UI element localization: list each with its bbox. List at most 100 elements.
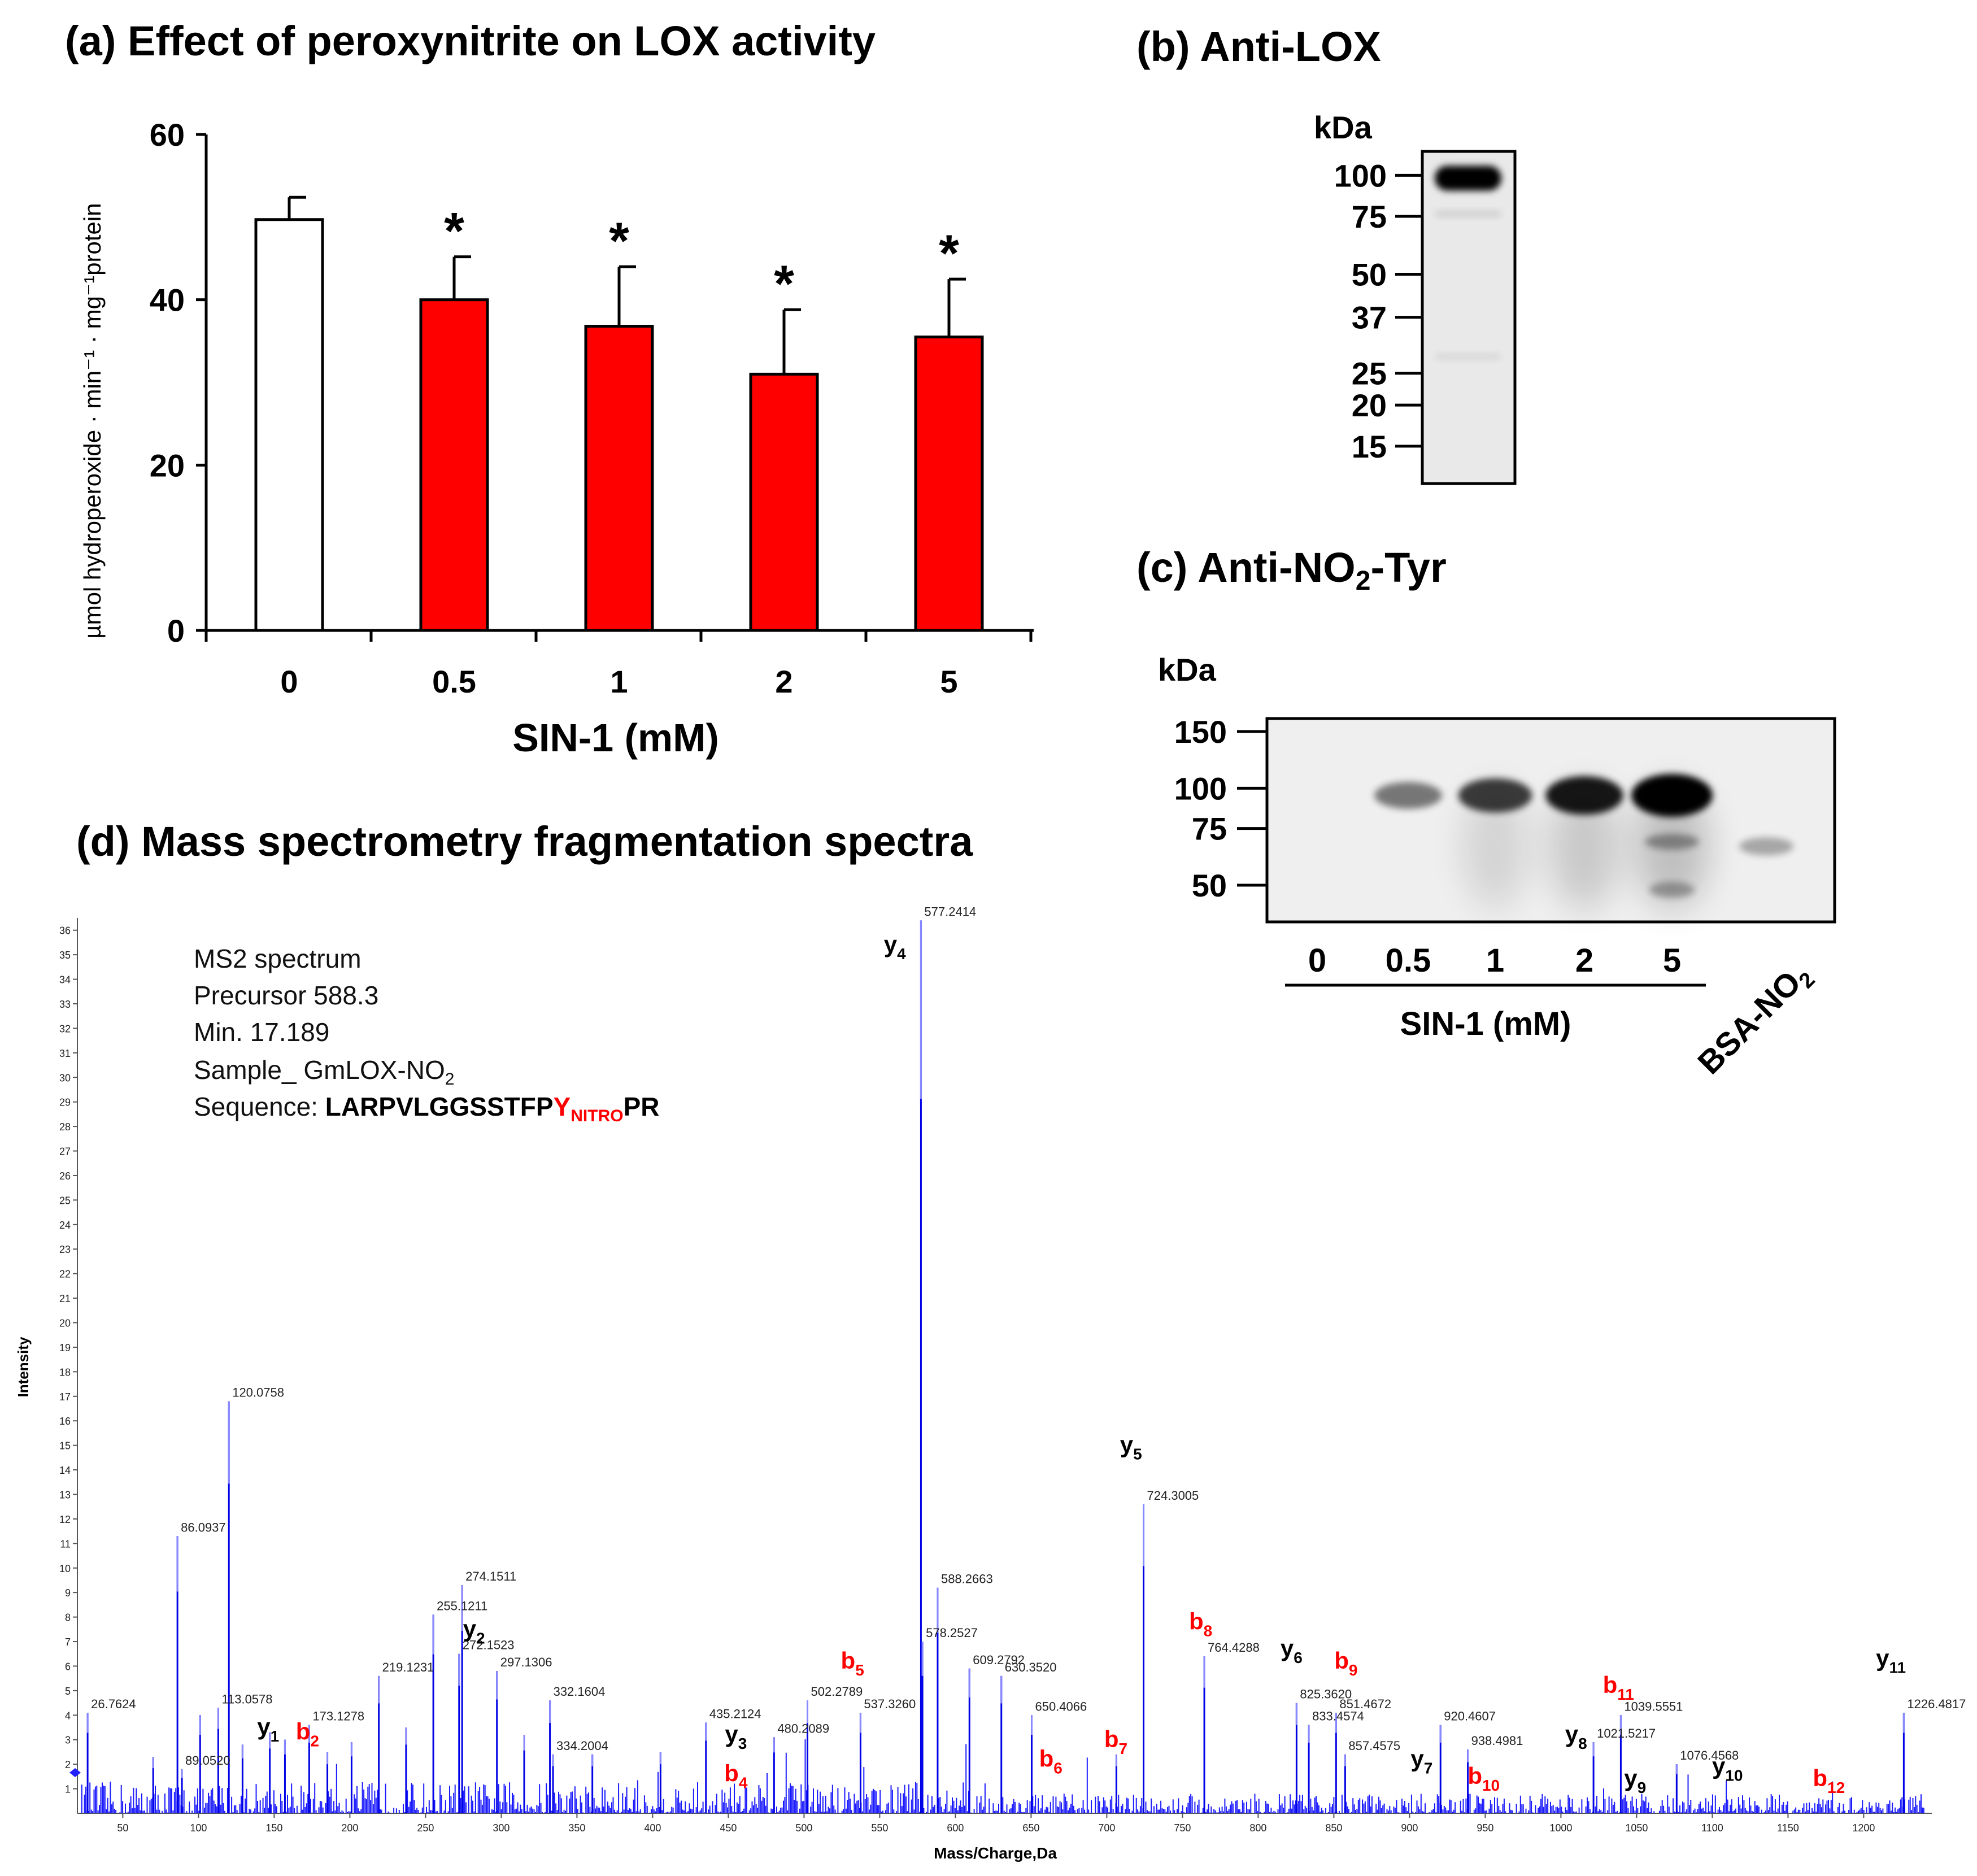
panel-d-xtick-label: 600 — [947, 1822, 964, 1834]
panel-d-ion-label: y7 — [1410, 1745, 1432, 1777]
panel-d-xtick-label: 300 — [493, 1822, 510, 1834]
panel-d-ytick-label: 29 — [59, 1097, 71, 1108]
panel-d-ytick-label: 1 — [65, 1784, 71, 1795]
panel-b-marker-label: 15 — [1352, 429, 1387, 464]
panel-c-band — [1649, 882, 1695, 898]
panel-d-peak-label: 274.1511 — [465, 1569, 516, 1583]
panel-c-band — [1645, 834, 1699, 850]
panel-a-category-label: 1 — [610, 664, 628, 699]
panel-d-ytick-label: 35 — [59, 950, 71, 961]
panel-d-peak-label: 825.3620 — [1300, 1687, 1352, 1701]
panel-d-xtick-label: 400 — [644, 1822, 661, 1834]
panel-b-band — [1435, 211, 1501, 217]
panel-d-xtick-label: 1150 — [1777, 1822, 1799, 1834]
panel-c-lane-bsa-no2: BSA-NO2 — [1691, 956, 1819, 1085]
panel-b-marker-label: 37 — [1352, 300, 1387, 336]
panel-d-ion-label: b10 — [1467, 1762, 1500, 1794]
panel-c-band — [1374, 782, 1442, 809]
panel-d-ytick-label: 27 — [59, 1146, 71, 1157]
panel-d-peak-label: 1021.5217 — [1597, 1726, 1656, 1740]
panel-d-xtick-label: 950 — [1477, 1822, 1493, 1834]
panel-d-ytick-label: 22 — [59, 1269, 71, 1280]
panel-d-peak-label: 920.4607 — [1444, 1709, 1496, 1723]
panel-d-peak-label: 89.0520 — [185, 1753, 230, 1768]
panel-d-peak-label: 219.1231 — [382, 1660, 434, 1674]
panel-d-peak-label: 857.4575 — [1348, 1739, 1400, 1753]
panel-c-blot-membrane — [1265, 717, 1836, 924]
panel-d-ylabel: Intensity — [15, 1337, 32, 1397]
panel-d-ytick-label: 13 — [59, 1489, 71, 1500]
panel-d-xtick-label: 250 — [417, 1822, 434, 1834]
panel-a-bar-chart: (a) Effect of peroxynitrite on LOX activ… — [65, 18, 1034, 760]
panel-b-marker-label: 20 — [1352, 388, 1387, 423]
panel-d-ytick-label: 3 — [65, 1735, 71, 1746]
panel-d-peak-label: 332.1604 — [554, 1685, 606, 1699]
panel-d-info-box: MS2 spectrum Precursor 588.3 Min. 17.189… — [194, 944, 659, 1125]
panel-c-lane-label: 5 — [1663, 942, 1681, 979]
panel-d-ytick-label: 7 — [65, 1636, 71, 1648]
panel-d-ytick-label: 32 — [59, 1023, 71, 1034]
panel-d-xtick-label: 100 — [190, 1822, 207, 1834]
panel-d-xtick-label: 150 — [265, 1822, 282, 1834]
panel-d-xtick-label: 350 — [568, 1822, 585, 1834]
panel-d-ytick-label: 24 — [59, 1220, 71, 1231]
panel-d-ion-label: y4 — [884, 931, 906, 963]
panel-d-ytick-label: 10 — [59, 1563, 71, 1574]
panel-d-ytick-label: 20 — [59, 1318, 71, 1329]
panel-d-ytick-label: 17 — [59, 1391, 71, 1403]
panel-d-ion-label: y1 — [257, 1713, 279, 1745]
panel-c-lane-label: 0 — [1308, 942, 1326, 979]
panel-a-ytick-label: 40 — [150, 282, 185, 318]
panel-c-title: (c) Anti-NO2-Tyr — [1136, 544, 1447, 596]
panel-c-marker-label: 75 — [1192, 811, 1227, 847]
panel-a-significance-star: * — [444, 203, 464, 260]
panel-d-ms-spectrum: (d) Mass spectrometry fragmentation spec… — [15, 818, 1966, 1862]
panel-a-bar — [254, 218, 324, 632]
panel-d-peak-label: 577.2414 — [924, 904, 976, 919]
panel-d-ytick-label: 28 — [59, 1121, 71, 1133]
panel-d-xtick-label: 50 — [117, 1822, 128, 1834]
panel-a-bar — [914, 336, 984, 632]
panel-d-ytick-label: 33 — [59, 999, 71, 1010]
panel-a-ytick-label: 20 — [150, 447, 185, 483]
panel-b-marker-label: 50 — [1352, 257, 1387, 293]
panel-d-title: (d) Mass spectrometry fragmentation spec… — [76, 818, 973, 865]
panel-b-marker-label: 75 — [1352, 199, 1387, 234]
panel-c-band — [1458, 778, 1532, 813]
panel-d-ytick-label: 18 — [59, 1366, 71, 1378]
panel-d-peak-label: 1226.4817 — [1907, 1697, 1966, 1711]
panel-d-peak-label: 272.1523 — [463, 1638, 515, 1652]
panel-d-peak-label: 764.4288 — [1208, 1640, 1260, 1655]
panel-d-xtick-label: 1000 — [1549, 1822, 1572, 1834]
panel-d-ytick-label: 8 — [65, 1612, 71, 1623]
panel-d-xtick-label: 1100 — [1701, 1822, 1723, 1834]
panel-c-lane-label: 1 — [1486, 942, 1504, 979]
panel-c-smear — [1549, 784, 1619, 909]
panel-d-peak-label: 435.2124 — [709, 1707, 761, 1721]
panel-c-marker-label: 100 — [1174, 771, 1227, 806]
panel-a-category-label: 0 — [280, 664, 298, 699]
panel-a-ylabel: µmol hydroperoxide · min⁻¹ · mg⁻¹protein — [79, 203, 106, 638]
panel-d-peak-label: 26.7624 — [91, 1697, 136, 1711]
panel-d-peak-label: 255.1211 — [437, 1599, 487, 1613]
panel-d-peak-label: 650.4066 — [1035, 1699, 1087, 1713]
panel-d-ytick-label: 31 — [59, 1048, 71, 1059]
panel-d-ytick-label: 16 — [59, 1416, 71, 1427]
panel-a-ytick-label: 0 — [167, 613, 185, 648]
panel-d-ytick-label: 34 — [59, 974, 71, 986]
panel-d-ytick-label: 5 — [65, 1686, 71, 1697]
panel-d-ytick-label: 2 — [65, 1759, 71, 1770]
panel-d-ion-label: y6 — [1281, 1635, 1303, 1666]
panel-d-ytick-label: 6 — [65, 1661, 71, 1672]
panel-d-peak-label: 86.0937 — [181, 1520, 226, 1534]
panel-d-ytick-label: 4 — [65, 1710, 71, 1721]
panel-a-title: (a) Effect of peroxynitrite on LOX activ… — [65, 18, 876, 64]
panel-d-axis-marker — [69, 1768, 81, 1777]
panel-d-xtick-label: 750 — [1174, 1822, 1191, 1834]
panel-a-category-label: 5 — [940, 664, 957, 699]
panel-d-peak-label: 297.1306 — [500, 1655, 552, 1669]
panel-d-xtick-label: 1200 — [1852, 1822, 1875, 1834]
panel-d-peak-label: 851.4672 — [1339, 1697, 1391, 1711]
panel-d-peak-label: 609.2792 — [973, 1653, 1025, 1667]
